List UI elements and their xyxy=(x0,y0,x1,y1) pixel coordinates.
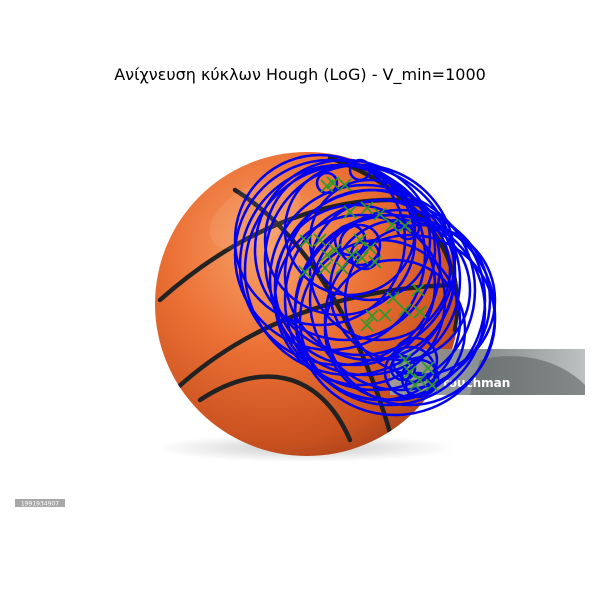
detected-circle xyxy=(268,183,462,377)
center-marker xyxy=(328,243,342,257)
center-marker xyxy=(378,308,392,322)
center-marker xyxy=(313,233,327,247)
detected-circles xyxy=(233,153,497,417)
center-marker xyxy=(373,207,387,221)
stock-id-text: 1991934907 xyxy=(21,501,59,508)
basketball xyxy=(155,152,459,456)
detected-circle xyxy=(315,171,339,195)
center-marker xyxy=(425,378,439,392)
detected-circle xyxy=(395,215,421,241)
center-marker xyxy=(320,179,334,193)
detected-circle xyxy=(283,188,457,362)
center-marker xyxy=(360,318,374,332)
center-marker xyxy=(386,291,400,305)
detected-circle xyxy=(308,198,452,342)
detected-circle xyxy=(343,223,497,377)
center-marker xyxy=(320,248,334,262)
detected-circle xyxy=(333,223,367,257)
center-marker xyxy=(318,261,332,275)
center-marker xyxy=(335,261,349,275)
center-marker xyxy=(413,305,427,319)
center-marker xyxy=(368,255,382,269)
detected-circle xyxy=(233,153,407,327)
detected-circle xyxy=(308,178,432,302)
center-marker xyxy=(408,378,422,392)
detected-circle xyxy=(404,371,432,399)
center-marker xyxy=(360,201,374,215)
detected-circle xyxy=(383,345,437,399)
stock-id-tag: 1991934907 xyxy=(15,499,65,508)
detected-circle xyxy=(348,158,372,182)
detected-circle xyxy=(273,213,447,387)
center-marker xyxy=(355,251,369,265)
center-marker xyxy=(411,283,425,297)
center-marker xyxy=(398,353,412,367)
center-marker xyxy=(365,309,379,323)
center-marker xyxy=(343,205,357,219)
center-marker xyxy=(363,241,377,255)
center-marker xyxy=(398,219,412,233)
circle-centers xyxy=(298,176,439,392)
detected-circle xyxy=(323,233,497,407)
figure-title: Ανίχνευση κύκλων Hough (LoG) - V_min=100… xyxy=(114,65,486,85)
center-marker xyxy=(338,178,352,192)
center-marker xyxy=(353,233,367,247)
center-marker xyxy=(421,361,435,375)
center-marker xyxy=(403,365,417,379)
center-marker xyxy=(385,218,399,232)
watermark-text: touchman xyxy=(443,376,510,390)
center-marker xyxy=(345,248,359,262)
center-marker xyxy=(398,303,412,317)
center-marker xyxy=(299,234,313,248)
center-marker xyxy=(298,265,312,279)
